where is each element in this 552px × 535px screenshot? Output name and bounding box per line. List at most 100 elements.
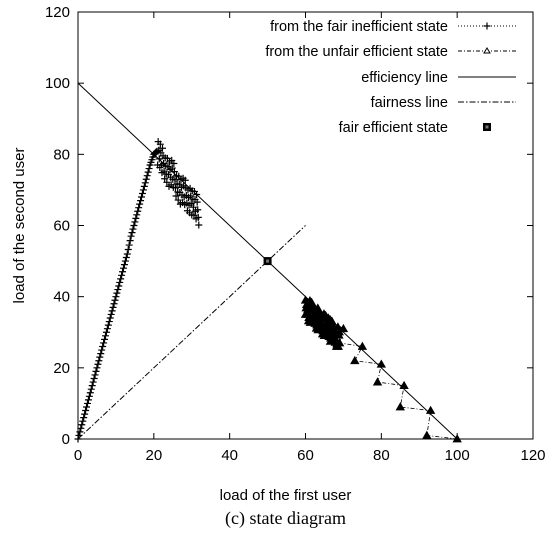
fair-inefficient-point (194, 213, 202, 221)
fair-inefficient-point (96, 353, 104, 361)
fair-inefficient-point (104, 321, 112, 329)
fair-inefficient-point (86, 389, 94, 397)
data-series (74, 138, 462, 443)
fair-inefficient-point (155, 155, 163, 163)
unfair-efficient-point (333, 322, 343, 331)
fair-inefficient-point (189, 203, 197, 211)
fair-inefficient-series (74, 138, 203, 443)
fair-inefficient-point (122, 254, 130, 262)
fair-inefficient-point (101, 332, 109, 340)
fair-inefficient-point (105, 318, 113, 326)
fair-inefficient-point (130, 222, 138, 229)
x-tick-label: 120 (520, 447, 545, 464)
legend-sample-marker-center (485, 125, 489, 129)
fair-inefficient-point (89, 378, 97, 386)
legend-sample-marker (483, 47, 491, 54)
y-axis-label: load of the second user (11, 148, 28, 304)
unfair-efficient-point (305, 296, 315, 305)
fair-inefficient-point (118, 271, 126, 279)
unfair-efficient-point (425, 405, 436, 414)
fair-inefficient-point (127, 232, 135, 240)
unfair-efficient-point (334, 330, 344, 339)
fair-inefficient-point (79, 417, 87, 425)
fair-inefficient-point (99, 342, 107, 350)
fair-inefficient-point (172, 192, 180, 200)
unfair-efficient-point (306, 300, 316, 310)
fair-inefficient-point (120, 261, 128, 269)
fair-inefficient-point (115, 282, 123, 290)
unfair-efficient-point (315, 316, 325, 325)
fair-inefficient-point (138, 189, 146, 197)
fair-inefficient-point (101, 335, 109, 343)
fair-inefficient-point (85, 392, 93, 400)
fair-inefficient-point (163, 154, 171, 162)
fair-inefficient-point (119, 268, 127, 276)
fair-inefficient-point (84, 396, 92, 404)
fair-inefficient-point (126, 237, 134, 245)
fair-inefficient-point (94, 360, 102, 368)
fair-inefficient-point (83, 403, 91, 411)
unfair-efficient-point (316, 324, 326, 333)
fair-inefficient-point (102, 328, 110, 336)
fair-inefficient-point (109, 303, 117, 311)
fair-inefficient-point (143, 172, 151, 180)
fair-inefficient-point (125, 241, 133, 249)
fair-inefficient-point (107, 310, 115, 318)
fair-inefficient-point (111, 296, 119, 304)
fair-inefficient-point (181, 176, 189, 184)
fair-inefficient-point (171, 176, 179, 184)
legend-label: efficiency line (361, 70, 448, 86)
fair-inefficient-point (175, 172, 183, 180)
legend-label: from the unfair efficient state (265, 44, 448, 60)
fair-inefficient-point (76, 428, 84, 436)
fair-inefficient-point (140, 182, 148, 190)
unfair-efficient-point (314, 311, 324, 320)
fair-inefficient-point (81, 410, 89, 418)
unfair-efficient-point (376, 359, 387, 368)
y-tick-label: 60 (53, 218, 70, 235)
x-tick-label: 100 (445, 447, 470, 464)
fair-inefficient-point (80, 414, 88, 422)
unfair-efficient-series (300, 295, 462, 443)
unfair-efficient-point (350, 355, 360, 365)
fair-inefficient-point (95, 357, 103, 365)
fair-inefficient-point (172, 184, 179, 192)
fair-inefficient-point (141, 179, 149, 187)
unfair-efficient-point (301, 303, 311, 312)
fair-inefficient-point (83, 399, 91, 407)
fair-inefficient-point (193, 190, 201, 198)
fair-inefficient-point (113, 289, 121, 297)
unfair-efficient-point (357, 341, 368, 350)
fair-inefficient-point (75, 431, 83, 439)
fair-inefficient-point (106, 314, 114, 322)
fair-inefficient-point (132, 214, 140, 222)
fair-efficient-state-marker-center (266, 259, 270, 263)
unfair-efficient-point (329, 332, 339, 341)
fair-inefficient-point (163, 178, 171, 186)
fair-inefficient-point (170, 159, 178, 167)
fair-inefficient-point (116, 278, 124, 286)
unfair-efficient-point (325, 314, 335, 324)
fair-inefficient-point (120, 264, 127, 272)
figure-caption: (c) state diagram (225, 508, 346, 529)
fair-inefficient-point (87, 385, 95, 393)
unfair-efficient-point (322, 326, 333, 336)
unfair-efficient-point (317, 329, 328, 338)
unfair-efficient-point (372, 377, 383, 386)
legend-label: fair efficient state (339, 120, 448, 136)
y-tick-label: 0 (62, 431, 70, 448)
fair-inefficient-point (90, 375, 98, 383)
fair-inefficient-point (88, 382, 96, 390)
unfair-efficient-point (326, 319, 337, 328)
fair-inefficient-point (138, 193, 146, 201)
legend-label: fairness line (371, 95, 448, 111)
fair-inefficient-point (159, 144, 166, 152)
fairness-line (77, 225, 306, 440)
fair-inefficient-point (133, 211, 141, 219)
fair-inefficient-point (117, 275, 125, 283)
fair-inefficient-point (137, 197, 145, 205)
fair-inefficient-point (110, 300, 118, 308)
fair-inefficient-point (124, 246, 132, 254)
fair-inefficient-point (168, 164, 176, 172)
fair-inefficient-point (142, 175, 150, 183)
